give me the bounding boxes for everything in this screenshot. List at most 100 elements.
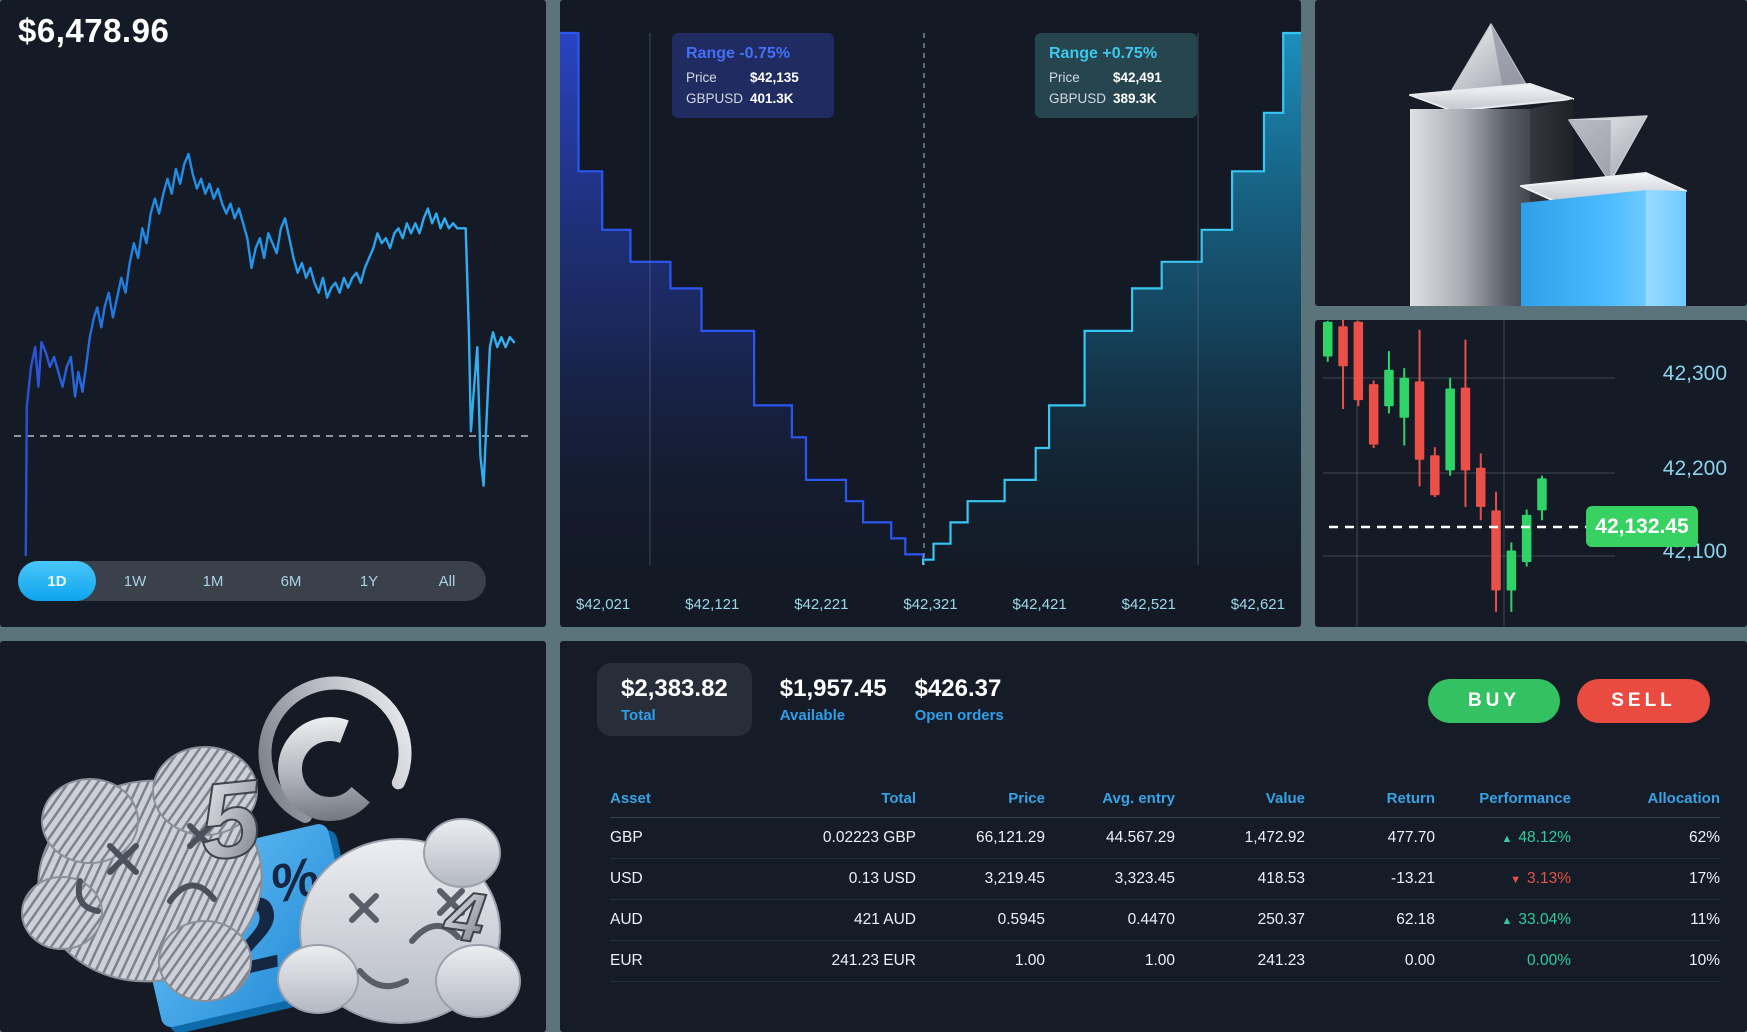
candle-body (1353, 321, 1364, 401)
cell-return: -13.21 (1391, 870, 1435, 887)
x-axis-label: $42,121 (685, 596, 740, 613)
left-blob-doodles (75, 823, 217, 914)
bars-up-down-illustration (1409, 23, 1687, 306)
bars-illustration-panel (1315, 0, 1747, 306)
arrow-up-icon: ▲ (1501, 915, 1513, 927)
x-axis-label: $42,521 (1121, 596, 1176, 613)
cell-return: 0.00 (1404, 952, 1435, 969)
portfolio-line-chart (14, 152, 532, 557)
cell-price: 0.5945 (997, 911, 1045, 928)
cell-avg_entry: 0.4470 (1127, 911, 1175, 928)
cell-asset: EUR (610, 952, 643, 969)
price-label: Price (1049, 70, 1080, 85)
depth-tooltip-bid: Range -0.75% Price $42,135 GBPUSD 401.3K (672, 33, 834, 118)
cell-total: 0.13 USD (848, 870, 916, 887)
account-summary: $2,383.82 Total $1,957.45 Available $426… (597, 663, 1004, 736)
pair-label: GBPUSD (686, 91, 744, 106)
cell-asset: GBP (610, 829, 643, 846)
performance-value: 48.12% (1518, 829, 1571, 846)
cell-value: 241.23 (1257, 952, 1305, 969)
candle-body (1399, 377, 1409, 418)
silver-ring (258, 676, 412, 830)
buy-button[interactable]: BUY (1428, 679, 1560, 723)
cell-avg_entry: 3,323.45 (1114, 870, 1175, 887)
candle-body (1384, 369, 1394, 407)
range-button-1d[interactable]: 1D (18, 561, 96, 601)
cell-asset: USD (610, 870, 643, 887)
column-header: Asset (610, 789, 651, 807)
asks-outline (922, 31, 1301, 565)
candle-body (1491, 510, 1501, 591)
candle-body (1460, 387, 1471, 471)
last-price-badge: 42,132.45 (1586, 506, 1698, 547)
depth-chart (560, 31, 1301, 565)
table-row-gbp[interactable]: GBP 0.02223 GBP 66,121.29 44.567.29 1,472.92… (610, 818, 1720, 859)
performance-value: 0.00% (1527, 952, 1571, 969)
tooltip-volume-row: GBPUSD 401.3K (686, 91, 820, 106)
open-orders-value: $426.37 (914, 675, 1002, 702)
range-button-1m[interactable]: 1M (174, 561, 252, 601)
right-silver-blob (277, 818, 521, 1024)
cell-return: 62.18 (1396, 911, 1435, 928)
available-balance: $1,957.45 Available (780, 663, 887, 736)
column-header: Price (1008, 789, 1045, 807)
pair-label: GBPUSD (1049, 91, 1107, 106)
range-button-all[interactable]: All (408, 561, 486, 601)
sell-button[interactable]: SELL (1577, 679, 1710, 723)
tooltip-title: Range +0.75% (1049, 45, 1158, 62)
cell-performance: ▲ 48.12% (1435, 829, 1571, 847)
tooltip-volume-row: GBPUSD 389.3K (1049, 91, 1183, 106)
range-button-6m[interactable]: 6M (252, 561, 330, 601)
market-candles-panel: 42,300 42,200 42,100 42,132.45 (1315, 320, 1747, 627)
bids-area (560, 33, 924, 565)
numbers-illustration-panel: 12 % 5 (0, 641, 546, 1032)
asks-area (923, 33, 1301, 565)
price-value: $42,135 (750, 70, 799, 85)
depth-x-axis: $42,021 $42,121 $42,221 $42,321 $42,421 … (576, 596, 1285, 613)
candle-body (1338, 326, 1348, 367)
column-header: Total (881, 789, 916, 807)
column-header: Avg. entry (1102, 789, 1175, 807)
account-panel: $2,383.82 Total $1,957.45 Available $426… (560, 641, 1747, 1032)
performance-value: 3.13% (1527, 870, 1571, 887)
table-row-aud[interactable]: AUD 421 AUD 0.5945 0.4470 250.37 62.18 ▲ 33.04%… (610, 900, 1720, 941)
range-button-1y[interactable]: 1Y (330, 561, 408, 601)
y-axis-label: 42,300 (1662, 362, 1727, 385)
open-orders-label: Open orders (914, 707, 1004, 724)
candle-body (1506, 550, 1517, 591)
cell-total: 0.02223 GBP (822, 829, 916, 846)
table-row-eur[interactable]: EUR 241.23 EUR 1.00 1.00 241.23 0.00 0.00% 10% (610, 941, 1720, 982)
cell-value: 250.37 (1257, 911, 1305, 928)
cell-value: 1,472.92 (1244, 829, 1305, 846)
number-5: 5 (194, 756, 268, 883)
cell-total: 241.23 EUR (831, 952, 916, 969)
available-label: Available (779, 707, 846, 724)
x-axis-label: $42,221 (794, 596, 849, 613)
cell-allocation: 17% (1688, 870, 1720, 887)
portfolio-line-series (24, 152, 516, 557)
tooltip-title: Range -0.75% (686, 45, 791, 62)
range-button-1w[interactable]: 1W (96, 561, 174, 601)
cell-allocation: 62% (1688, 829, 1720, 846)
cell-return: 477.70 (1387, 829, 1435, 846)
table-row-usd[interactable]: USD 0.13 USD 3,219.45 3,323.45 418.53 -13.21 ▼… (610, 859, 1720, 900)
arrow-up-icon: ▲ (1501, 833, 1513, 845)
cell-price: 66,121.29 (976, 829, 1045, 846)
table-header-row: Asset Total Price Avg. entry Value Return Perf… (610, 779, 1720, 818)
chart-grid (1323, 320, 1615, 627)
depth-chart-panel: Range -0.75% Price $42,135 GBPUSD 401.3K… (560, 0, 1301, 627)
cell-total: 421 AUD (853, 911, 916, 928)
total-label: Total (621, 707, 656, 724)
column-header: Allocation (1647, 789, 1720, 807)
x-axis-label: $42,321 (903, 596, 958, 613)
total-value: $2,383.82 (621, 675, 728, 702)
time-range-selector: 1D 1W 1M 6M 1Y All (18, 561, 486, 601)
cell-price: 3,219.45 (984, 870, 1045, 887)
bids-outline (560, 31, 925, 565)
tooltip-price-row: Price $42,135 (686, 70, 820, 85)
candlestick-chart (1323, 320, 1615, 627)
column-header: Return (1386, 789, 1435, 807)
candle-body (1521, 514, 1532, 563)
total-balance-card: $2,383.82 Total (597, 663, 752, 736)
column-header: Performance (1479, 789, 1571, 807)
